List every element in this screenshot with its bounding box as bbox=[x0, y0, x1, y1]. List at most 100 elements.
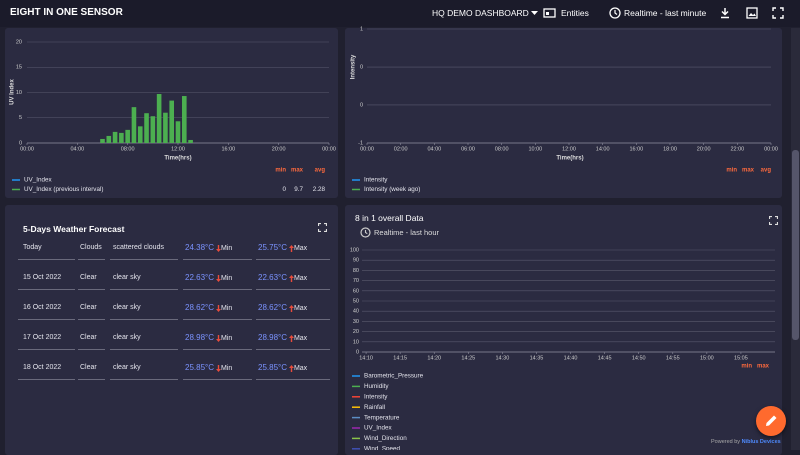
max-temp: 22.63°C Max bbox=[258, 273, 307, 282]
legend-column: avg bbox=[761, 168, 772, 174]
row-separator bbox=[78, 319, 105, 320]
row-separator bbox=[110, 349, 178, 350]
description: clear sky bbox=[113, 274, 141, 281]
min-temp: 24.38°C Min bbox=[185, 243, 232, 252]
description: clear sky bbox=[113, 364, 141, 371]
legend-label: Intensity (week ago) bbox=[364, 186, 420, 193]
pencil-icon[interactable] bbox=[756, 406, 786, 436]
x-tick-label: 12:00 bbox=[562, 146, 576, 152]
down-arrow bbox=[215, 274, 221, 282]
y-tick-label: 90 bbox=[353, 258, 359, 264]
x-tick-label: 14:30 bbox=[496, 355, 510, 361]
date: Today bbox=[23, 244, 42, 251]
row-separator bbox=[256, 349, 330, 350]
bar bbox=[181, 96, 187, 143]
y-tick-label: 40 bbox=[353, 309, 359, 315]
x-tick-label: 14:50 bbox=[632, 355, 646, 361]
entities-button[interactable]: Entities bbox=[561, 8, 589, 18]
y-tick-label: 10 bbox=[353, 339, 359, 345]
legend-label: Intensity bbox=[364, 393, 388, 400]
row-separator bbox=[78, 259, 105, 260]
clock-icon[interactable] bbox=[609, 7, 621, 19]
bar bbox=[119, 132, 124, 143]
legend-column: avg bbox=[315, 168, 326, 174]
down-arrow bbox=[215, 244, 221, 252]
min-value: 28.62°C bbox=[185, 303, 214, 312]
x-tick-label: 20:00 bbox=[272, 146, 286, 152]
scrollbar[interactable] bbox=[791, 28, 800, 450]
row-separator bbox=[78, 379, 105, 380]
y-tick-label: 70 bbox=[353, 278, 359, 284]
y-tick-label: 0 bbox=[360, 102, 363, 108]
download-icon[interactable] bbox=[720, 8, 730, 19]
x-tick-label: 12:00 bbox=[171, 146, 185, 152]
down-arrow bbox=[215, 364, 221, 372]
down-arrow bbox=[215, 304, 221, 312]
entities-icon[interactable] bbox=[543, 7, 556, 19]
date: 16 Oct 2022 bbox=[23, 304, 62, 311]
dashboard-select[interactable]: HQ DEMO DASHBOARD bbox=[432, 8, 539, 18]
x-tick-label: 22:00 bbox=[730, 146, 744, 152]
y-axis-title: Intensity bbox=[351, 54, 357, 79]
description: scattered clouds bbox=[113, 244, 164, 251]
brand: Niblus Devices bbox=[741, 439, 781, 445]
legend-label: Temperature bbox=[364, 414, 400, 421]
dashboard-name[interactable]: HQ DEMO DASHBOARD bbox=[432, 8, 529, 18]
row-separator bbox=[18, 349, 75, 350]
expand-icon[interactable] bbox=[769, 216, 778, 225]
x-tick-label: 04:00 bbox=[427, 146, 441, 152]
max-label: Max bbox=[293, 365, 308, 372]
row-separator bbox=[256, 289, 330, 290]
image-icon[interactable] bbox=[746, 7, 758, 19]
up-arrow bbox=[288, 304, 294, 312]
fullscreen-icon[interactable] bbox=[772, 7, 784, 19]
x-tick-label: 14:55 bbox=[666, 355, 680, 361]
y-tick-label: 20 bbox=[16, 39, 22, 45]
clock-icon bbox=[360, 227, 371, 238]
up-arrow bbox=[288, 274, 294, 282]
max-temp: 25.85°C Max bbox=[258, 363, 307, 372]
min-value: 28.98°C bbox=[185, 333, 214, 342]
y-tick-label: 80 bbox=[353, 268, 359, 274]
edit-fab[interactable] bbox=[756, 406, 786, 436]
y-tick-label: 0 bbox=[19, 140, 22, 146]
x-tick-label: 08:00 bbox=[121, 146, 135, 152]
min-temp: 25.85°C Min bbox=[185, 363, 232, 372]
y-tick-label: 15 bbox=[16, 65, 22, 71]
row-separator bbox=[18, 319, 75, 320]
bar bbox=[175, 121, 181, 143]
bar bbox=[169, 100, 175, 143]
min-temp: 22.63°C Min bbox=[185, 273, 232, 282]
row-separator bbox=[256, 319, 330, 320]
row-separator bbox=[18, 379, 75, 380]
max-label: Max bbox=[293, 275, 308, 282]
row-separator bbox=[183, 379, 252, 380]
legend-label: Humidity bbox=[364, 383, 389, 390]
y-tick-label: -1 bbox=[358, 140, 363, 146]
top-bar: EIGHT IN ONE SENSOR HQ DEMO DASHBOARD En… bbox=[0, 0, 800, 27]
x-axis-title: Time(hrs) bbox=[164, 156, 191, 162]
min-label: Min bbox=[220, 365, 233, 372]
row-separator bbox=[183, 289, 252, 290]
y-tick-label: 0 bbox=[356, 349, 359, 355]
intensity-card bbox=[345, 28, 782, 198]
scroll-thumb[interactable] bbox=[792, 150, 799, 340]
legend-label: Barometric_Pressure bbox=[364, 373, 424, 380]
legend-stat: 9.7 bbox=[294, 186, 303, 193]
condition: Clear bbox=[80, 304, 97, 311]
x-tick-label: 00:00 bbox=[360, 146, 374, 152]
x-tick-label: 15:05 bbox=[734, 355, 748, 361]
y-tick-label: 1 bbox=[360, 26, 363, 32]
max-value: 28.98°C bbox=[258, 333, 287, 342]
y-tick-label: 30 bbox=[353, 319, 359, 325]
y-axis-title: UV Index bbox=[10, 79, 16, 105]
x-tick-label: 14:10 bbox=[359, 355, 373, 361]
min-label: Min bbox=[220, 305, 233, 312]
description: clear sky bbox=[113, 334, 141, 341]
timewindow-button[interactable]: Realtime - last minute bbox=[624, 8, 707, 18]
bar bbox=[156, 94, 162, 143]
expand-icon[interactable] bbox=[318, 223, 327, 232]
up-arrow bbox=[288, 244, 294, 252]
